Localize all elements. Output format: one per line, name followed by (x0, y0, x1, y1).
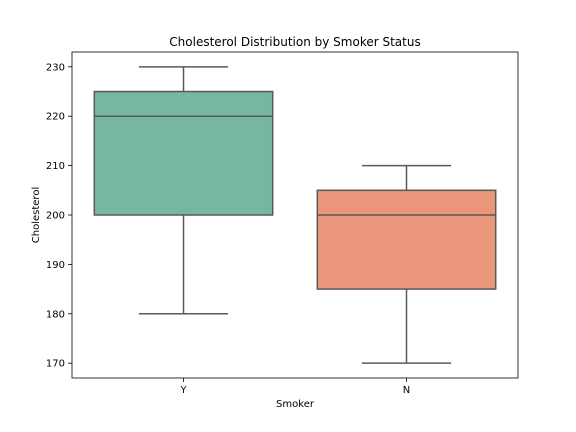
plot-frame (71, 51, 519, 379)
y-tick-label: 230 (46, 62, 65, 73)
x-tick-label: N (403, 385, 410, 396)
y-tick-label: 190 (46, 260, 65, 271)
y-tick-label: 180 (46, 309, 65, 320)
plot-area: 170 180 190 200 210 220 230 Y N (46, 51, 519, 396)
y-tick-label: 210 (46, 161, 65, 172)
smoker-n-box (316, 189, 497, 290)
chart-title: Cholesterol Distribution by Smoker Statu… (169, 35, 420, 49)
x-tick-label: Y (179, 385, 187, 396)
x-axis-label: Smoker (276, 399, 315, 410)
y-tick-label: 220 (46, 112, 65, 123)
y-tick-label: 200 (46, 211, 65, 222)
y-axis-label: Cholesterol (31, 187, 42, 243)
y-tick-label: 170 (46, 359, 65, 370)
smoker-y-box (93, 90, 274, 216)
